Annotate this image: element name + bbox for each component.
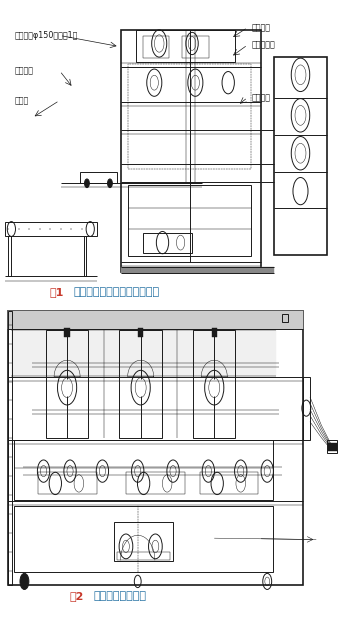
Bar — [8, 311, 303, 329]
Bar — [117, 552, 170, 560]
Circle shape — [108, 179, 112, 188]
Bar — [14, 506, 273, 572]
Bar — [303, 377, 310, 440]
Text: 机器人全自动包装机部件组成: 机器人全自动包装机部件组成 — [73, 287, 159, 297]
Text: 全自动仿生机械手: 全自动仿生机械手 — [94, 591, 147, 601]
Bar — [14, 440, 273, 500]
Bar — [138, 328, 144, 337]
Bar — [121, 30, 261, 272]
Bar — [126, 473, 185, 494]
Bar — [8, 236, 11, 276]
Bar — [327, 440, 337, 452]
Bar — [274, 57, 327, 255]
Text: 送包小车: 送包小车 — [15, 66, 34, 75]
Bar — [211, 328, 217, 337]
Bar — [199, 473, 258, 494]
Bar — [46, 330, 88, 439]
Circle shape — [20, 573, 29, 590]
Circle shape — [85, 179, 89, 188]
Bar — [80, 172, 117, 183]
Text: 全自动撑夹: 全自动撑夹 — [251, 40, 275, 49]
Bar — [136, 30, 235, 62]
Bar — [282, 314, 288, 322]
Bar — [143, 35, 169, 58]
Bar — [328, 442, 337, 450]
Text: 抽风口圆φ150左右各1只: 抽风口圆φ150左右各1只 — [15, 31, 78, 40]
Text: 导入装置: 导入装置 — [251, 93, 270, 102]
Bar — [38, 473, 97, 494]
Text: 供袋机: 供袋机 — [15, 96, 29, 105]
Bar — [121, 267, 274, 274]
Bar — [114, 522, 173, 562]
Bar — [8, 311, 12, 585]
Text: 图1: 图1 — [49, 287, 64, 297]
Bar — [193, 330, 235, 439]
Bar — [119, 330, 162, 439]
Bar — [5, 223, 97, 236]
Bar — [128, 65, 251, 169]
Text: 图2: 图2 — [70, 591, 84, 601]
Bar — [182, 35, 208, 58]
Bar — [143, 233, 192, 253]
Bar — [128, 185, 251, 256]
Bar — [8, 311, 303, 585]
Bar — [83, 236, 86, 276]
Bar — [65, 328, 70, 337]
Bar — [11, 330, 276, 376]
Text: 整体框架: 整体框架 — [251, 23, 270, 32]
